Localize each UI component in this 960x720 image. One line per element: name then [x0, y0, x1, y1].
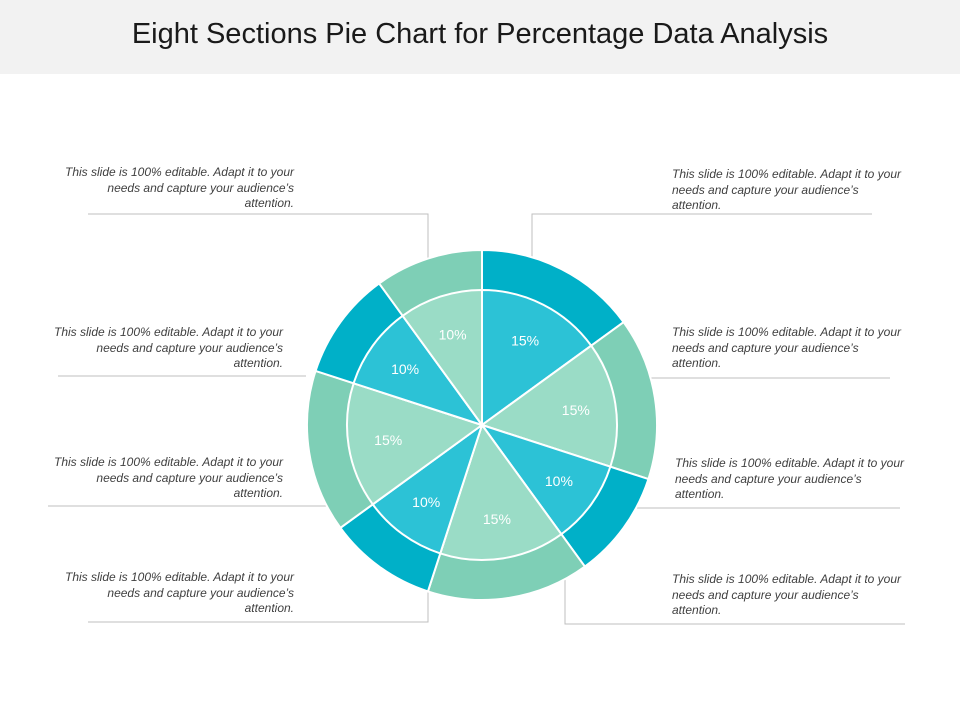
- pie-slice-label-4: 15%: [483, 511, 511, 527]
- pie-slice-label-6: 15%: [374, 432, 402, 448]
- pie-slice-inner-6: [346, 382, 485, 506]
- pie-slice-inner-3: [479, 423, 612, 536]
- note-bottom-right: This slide is 100% editable. Adapt it to…: [672, 572, 902, 617]
- pie-slice-label-1: 15%: [511, 332, 539, 348]
- note-mid-right: This slide is 100% editable. Adapt it to…: [672, 325, 902, 370]
- leader-line-top-left: [88, 213, 429, 268]
- pie-slice-label-2: 15%: [562, 402, 590, 418]
- pie-slice-inner-4: [439, 422, 563, 561]
- pie-slice-label-3: 10%: [545, 473, 573, 489]
- note-bottom-left: This slide is 100% editable. Adapt it to…: [64, 570, 294, 615]
- pie-slice-inner-7: [352, 314, 485, 427]
- pie-slice-inner-1: [481, 288, 593, 427]
- title-bar: [0, 0, 960, 74]
- leader-line-bottom-left: [88, 590, 429, 623]
- leader-line-bottom-right: [564, 580, 905, 625]
- page-title: Eight Sections Pie Chart for Percentage …: [131, 18, 829, 50]
- pie-slice-label-5: 10%: [412, 494, 440, 510]
- pie-slices: [306, 248, 658, 601]
- leader-lines: [48, 213, 905, 625]
- pie-slice-inner-2: [479, 344, 618, 468]
- pie-slice-label-7: 10%: [391, 361, 419, 377]
- pie-slice-inner-8: [401, 288, 483, 429]
- leader-line-top-right: [531, 213, 872, 262]
- note-mid-left: This slide is 100% editable. Adapt it to…: [53, 325, 283, 370]
- note-lower-left: This slide is 100% editable. Adapt it to…: [53, 455, 283, 500]
- pie-slice-inner-5: [371, 422, 484, 555]
- note-top-left: This slide is 100% editable. Adapt it to…: [64, 165, 294, 210]
- pie-labels: 15% 15% 10% 15% 10% 15% 10% 10%: [374, 327, 590, 527]
- pie-slice-label-8: 10%: [439, 327, 467, 343]
- note-top-right: This slide is 100% editable. Adapt it to…: [672, 167, 902, 212]
- note-lower-right: This slide is 100% editable. Adapt it to…: [675, 456, 905, 501]
